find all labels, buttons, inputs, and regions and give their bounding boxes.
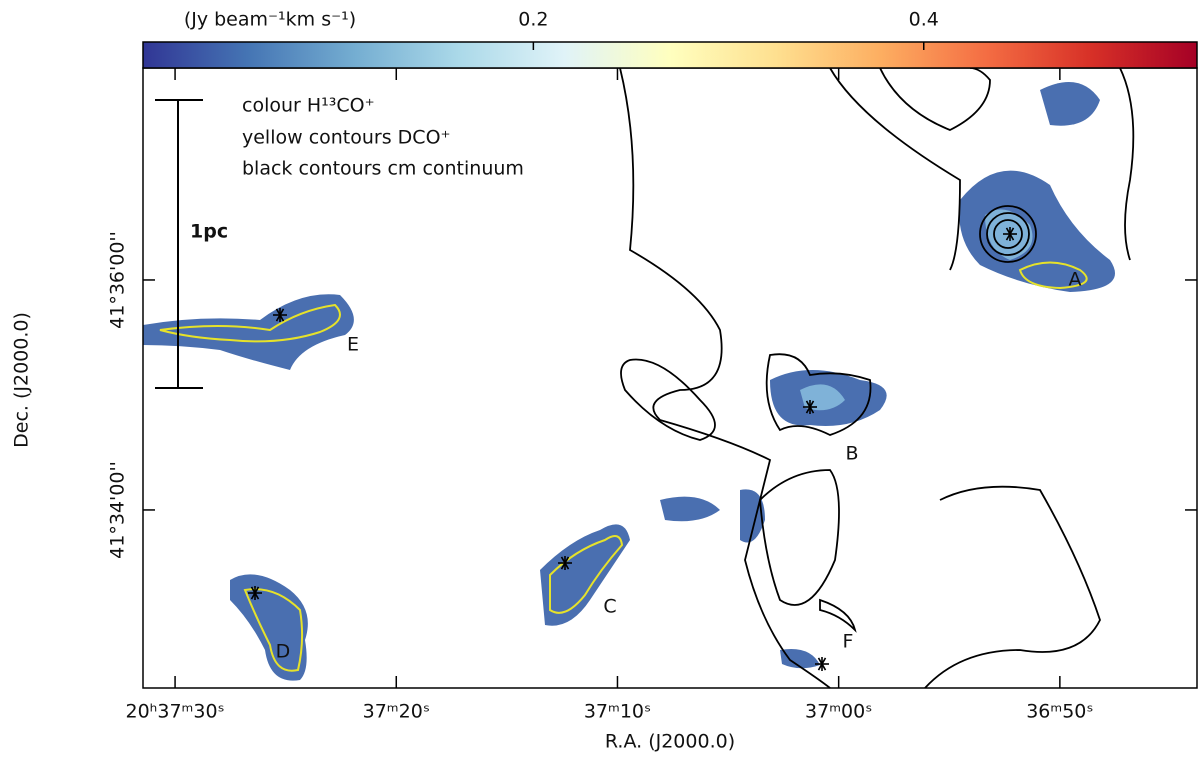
- continuum-contour: [765, 353, 872, 436]
- dco-contour: [243, 588, 304, 672]
- dco-contour: [159, 303, 341, 343]
- emission-blob: [959, 170, 1115, 292]
- continuum-contour: [829, 67, 961, 271]
- source-label: B: [845, 443, 858, 465]
- scale-bar-label: 1pc: [190, 221, 228, 243]
- source-label: D: [276, 641, 291, 663]
- emission-blob: [660, 496, 720, 522]
- continuum-contour: [759, 469, 840, 606]
- legend-entry: black contours cm continuum: [242, 158, 524, 180]
- source-label: E: [347, 334, 359, 356]
- continuum-contour: [879, 67, 991, 131]
- emission-map: [143, 82, 1115, 681]
- star-marker: [558, 556, 572, 570]
- continuum-contour: [620, 358, 716, 441]
- y-tick-label: 41°36'00'': [107, 231, 129, 329]
- colorbar-label: (Jy beam⁻¹km s⁻¹): [184, 9, 356, 31]
- star-marker: [248, 586, 262, 600]
- star-marker: [273, 308, 287, 322]
- legend-entry: yellow contours DCO⁺: [242, 127, 451, 149]
- continuum-contour: [986, 212, 1030, 256]
- x-tick-label: 36ᵐ50ˢ: [1026, 701, 1093, 723]
- continuum-contour: [993, 219, 1023, 249]
- star-marker: [1003, 227, 1017, 241]
- x-axis-label: R.A. (J2000.0): [605, 731, 735, 753]
- scale-bar: [155, 99, 203, 389]
- y-tick-label: 41°34'00'': [107, 461, 129, 559]
- source-label: F: [843, 631, 854, 653]
- continuum-contour: [619, 67, 831, 689]
- continuum-contours: [619, 67, 1135, 689]
- colorbar-tick-label: 0.4: [909, 9, 939, 31]
- y-axis-label: Dec. (J2000.0): [11, 312, 33, 448]
- x-tick-label: 20ʰ37ᵐ30ˢ: [126, 701, 225, 723]
- colorbar-tick-label: 0.2: [518, 9, 548, 31]
- emission-blob: [780, 649, 820, 669]
- source-label: A: [1069, 269, 1082, 291]
- continuum-contour: [1119, 67, 1135, 261]
- source-label: C: [603, 596, 616, 618]
- x-tick-label: 37ᵐ20ˢ: [363, 701, 430, 723]
- dco-contour: [1018, 261, 1088, 290]
- x-tick-label: 37ᵐ10ˢ: [584, 701, 651, 723]
- continuum-contour: [819, 598, 857, 633]
- emission-blob: [1040, 82, 1100, 126]
- continuum-contour: [924, 485, 1101, 689]
- emission-blob: [540, 524, 630, 626]
- colorbar: [142, 41, 1198, 69]
- star-marker: [815, 657, 829, 671]
- legend-entry: colour H¹³CO⁺: [242, 95, 375, 117]
- continuum-contour: [979, 205, 1037, 263]
- star-marker: [803, 400, 817, 414]
- dco-contour: [549, 535, 624, 614]
- x-tick-label: 37ᵐ00ˢ: [805, 701, 872, 723]
